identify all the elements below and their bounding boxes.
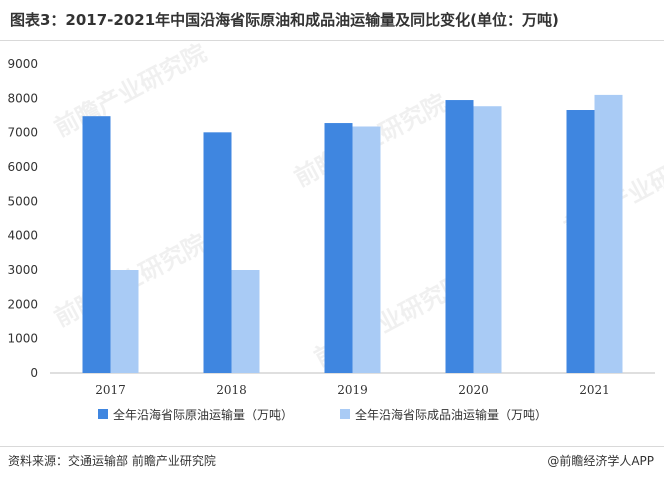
legend-label: 全年沿海省际成品油运输量（万吨） (355, 407, 547, 422)
brand-credit: @前瞻经济学人APP (547, 454, 654, 468)
bar-crude-oil (82, 116, 111, 373)
y-tick-label: 6000 (7, 160, 38, 174)
y-tick-label: 4000 (7, 229, 38, 243)
y-tick-label: 0 (30, 366, 38, 380)
axis-layer: 0 1000 2000 3000 4000 5000 6000 7000 8000 9000 201… (7, 57, 655, 397)
watermark: 前瞻产业研究院 (50, 42, 211, 142)
bar-layer (82, 94, 623, 374)
y-tick-label: 2000 (7, 297, 38, 311)
bar-crude-oil (324, 123, 353, 373)
y-tick-label: 9000 (7, 57, 38, 71)
bar-crude-oil (203, 132, 232, 373)
bar-refined-oil (231, 270, 260, 373)
legend-label: 全年沿海省际原油运输量（万吨） (113, 407, 293, 422)
legend: 全年沿海省际原油运输量（万吨） 全年沿海省际成品油运输量（万吨） (98, 407, 547, 422)
y-tick-label: 3000 (7, 263, 38, 277)
legend-swatch-crude-oil (98, 409, 108, 419)
x-tick-label: 2018 (216, 383, 247, 397)
y-tick-label: 7000 (7, 126, 38, 140)
x-tick-label: 2020 (458, 383, 489, 397)
y-tick-label: 1000 (7, 332, 38, 346)
chart-title: 图表3：2017-2021年中国沿海省际原油和成品油运输量及同比变化(单位：万吨… (10, 11, 559, 29)
y-tick-label: 8000 (7, 91, 38, 105)
bar-refined-oil (594, 94, 623, 374)
bar-refined-oil (352, 126, 381, 373)
bar-refined-oil (473, 106, 502, 373)
x-tick-label: 2021 (579, 383, 610, 397)
bar-crude-oil (566, 110, 595, 374)
legend-swatch-refined-oil (340, 409, 350, 419)
footer-divider (0, 446, 664, 447)
bar-crude-oil (445, 100, 474, 374)
x-tick-label: 2017 (95, 383, 126, 397)
bar-chart: 前瞻产业研究院前瞻产业研究院前瞻产业研究院前瞻产业研究院前瞻产业研究院 0100… (7, 42, 664, 422)
x-tick-label: 2019 (337, 383, 368, 397)
bar-refined-oil (110, 270, 139, 373)
y-tick-label: 5000 (7, 194, 38, 208)
title-divider (0, 40, 664, 41)
source-note: 资料来源：交通运输部 前瞻产业研究院 (8, 454, 216, 468)
